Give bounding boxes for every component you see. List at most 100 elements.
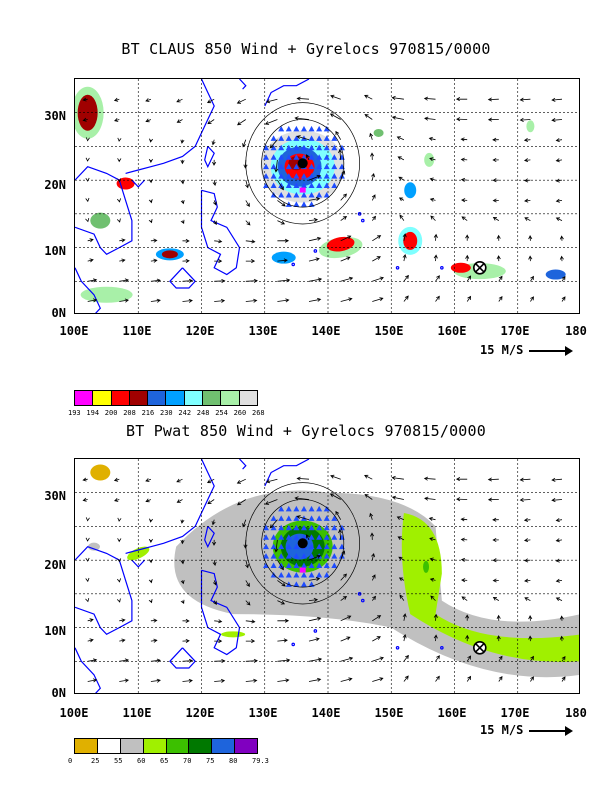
p2-wind-vector-13 (119, 638, 126, 643)
coastline-3 (204, 525, 215, 549)
p1-gyreloc-triangle-59 (316, 163, 323, 170)
p1-wind-vector-37 (180, 219, 185, 225)
panel1-xtick-6: 160E (437, 324, 467, 338)
p1-gyreloc-triangle-21 (285, 191, 292, 198)
p1-wind-vector-78 (308, 277, 323, 282)
p2-wind-vector-98 (330, 474, 341, 480)
panel1-map (74, 78, 580, 314)
p1-wind-vector-146 (496, 234, 501, 241)
p2-gyreloc-triangle-13 (278, 562, 285, 569)
p2-gyreloc-triangle-3 (263, 534, 270, 540)
colorbar-label-3: 208 (123, 409, 136, 417)
p1-wind-vector-168 (559, 235, 564, 241)
p1-wind-vector-13 (119, 258, 126, 263)
p2-wind-vector-55 (245, 678, 258, 683)
p2-gyre-ring-1 (261, 499, 345, 588)
p2-wind-vector-89 (340, 656, 354, 662)
p2-wind-vector-112 (402, 633, 407, 642)
coastline-4 (200, 189, 241, 276)
p2-wind-vector-87 (296, 476, 310, 481)
p2-wind-vector-110 (403, 675, 409, 682)
panel1-colorbar (74, 390, 258, 406)
p1-wind-vector-115 (398, 197, 405, 202)
p1-wind-vector-86 (294, 116, 310, 121)
coastline-4 (200, 569, 241, 656)
p2-gyreloc-triangle-75 (331, 534, 338, 540)
p1-wind-vector-51 (212, 159, 217, 166)
panel2-title: BT Pwat 850 Wind + Gyrelocs 970815/0000 (126, 422, 486, 440)
island-1 (360, 218, 365, 223)
coastline-6 (264, 459, 310, 487)
p1-wind-vector-5 (85, 197, 90, 203)
p2-wind-vector-111 (403, 654, 409, 662)
panel2-ytick-3: 30N (44, 489, 66, 503)
p2-wind-vector-48 (213, 600, 217, 606)
p2-wind-vector-82 (308, 577, 321, 582)
p2-wind-vector-137 (461, 578, 468, 583)
p2-gyreloc-triangle-74 (331, 543, 338, 550)
p2-gyreloc-triangle-65 (323, 562, 330, 569)
p1-circled-x-cross (475, 263, 485, 273)
pwat-band-west2 (87, 542, 100, 551)
p2-gyreloc-triangle-2 (263, 543, 270, 550)
p1-gyreloc-triangle-6 (270, 182, 277, 189)
claus-cloud-scs-core (161, 250, 178, 259)
p2-wind-vector-57 (245, 639, 256, 644)
panel2-xtick-6: 160E (437, 706, 467, 720)
p1-wind-vector-169 (555, 217, 563, 222)
p2-wind-vector-51 (212, 539, 217, 546)
p1-wind-vector-166 (561, 275, 566, 282)
p1-wind-vector-40 (180, 159, 185, 165)
p1-wind-vector-134 (465, 254, 470, 262)
p1-wind-vector-85 (296, 135, 310, 141)
colorbar-swatch-4 (148, 391, 167, 405)
p1-gyreloc-triangle-53 (308, 144, 315, 151)
p1-wind-vector-87 (296, 96, 310, 101)
p2-wind-vector-103 (371, 595, 377, 601)
p2-wind-vector-115 (398, 577, 405, 582)
coastline-5 (169, 267, 197, 289)
p1-wind-vector-63 (242, 139, 247, 148)
colorbar-label-9: 260 (233, 409, 247, 417)
p1-gyreloc-triangle-62 (316, 135, 323, 141)
p1-wind-vector-47 (214, 239, 223, 244)
panel2-xtick-3: 130E (248, 706, 278, 720)
p2-wind-vector-131 (423, 476, 436, 481)
p2-gyreloc-triangle-27 (285, 515, 292, 521)
p1-wind-vector-25 (150, 238, 158, 243)
p2-wind-vector-156 (528, 635, 533, 642)
p1-gyreloc-triangle-41 (300, 173, 307, 179)
p1-wind-vector-93 (340, 193, 347, 201)
p2-wind-vector-166 (561, 655, 566, 662)
p2-wind-vector-77 (308, 677, 322, 682)
p1-wind-vector-92 (340, 216, 348, 221)
colorbar-swatch-1 (93, 391, 112, 405)
p2-wind-vector-80 (308, 616, 322, 622)
p1-wind-vector-163 (519, 117, 531, 122)
p2-wind-vector-155 (530, 655, 534, 662)
p2-wind-vector-154 (530, 676, 534, 682)
p2-wind-vector-18 (117, 538, 122, 543)
p1-wind-vector-150 (492, 157, 499, 163)
p2-wind-vector-21 (113, 477, 120, 482)
panel1-ytick-3: 30N (44, 109, 66, 123)
p2-wind-vector-133 (466, 655, 472, 662)
p2-wind-vector-161 (523, 538, 531, 543)
p1-wind-vector-174 (551, 118, 563, 123)
p1-wind-vector-119 (391, 115, 404, 120)
p1-gyre-ring-0 (245, 102, 360, 225)
p1-wind-vector-172 (555, 158, 563, 163)
p1-wind-vector-39 (180, 180, 185, 185)
p1-wind-vector-7 (85, 157, 90, 162)
p1-gyreloc-triangle-18 (278, 135, 285, 141)
p2-gyreloc-triangle-52 (308, 534, 315, 540)
p2-wind-vector-96 (335, 510, 342, 520)
coastline-6 (264, 79, 310, 107)
p2-wind-vector-136 (461, 596, 468, 601)
p2-wind-vector-135 (465, 614, 470, 621)
p1-wind-vector-33 (182, 298, 193, 303)
panel2-map-svg (75, 459, 579, 693)
p1-wind-vector-91 (340, 235, 352, 242)
p1-gyreloc-triangle-55 (308, 125, 315, 132)
p1-gyreloc-triangle-65 (323, 182, 330, 189)
